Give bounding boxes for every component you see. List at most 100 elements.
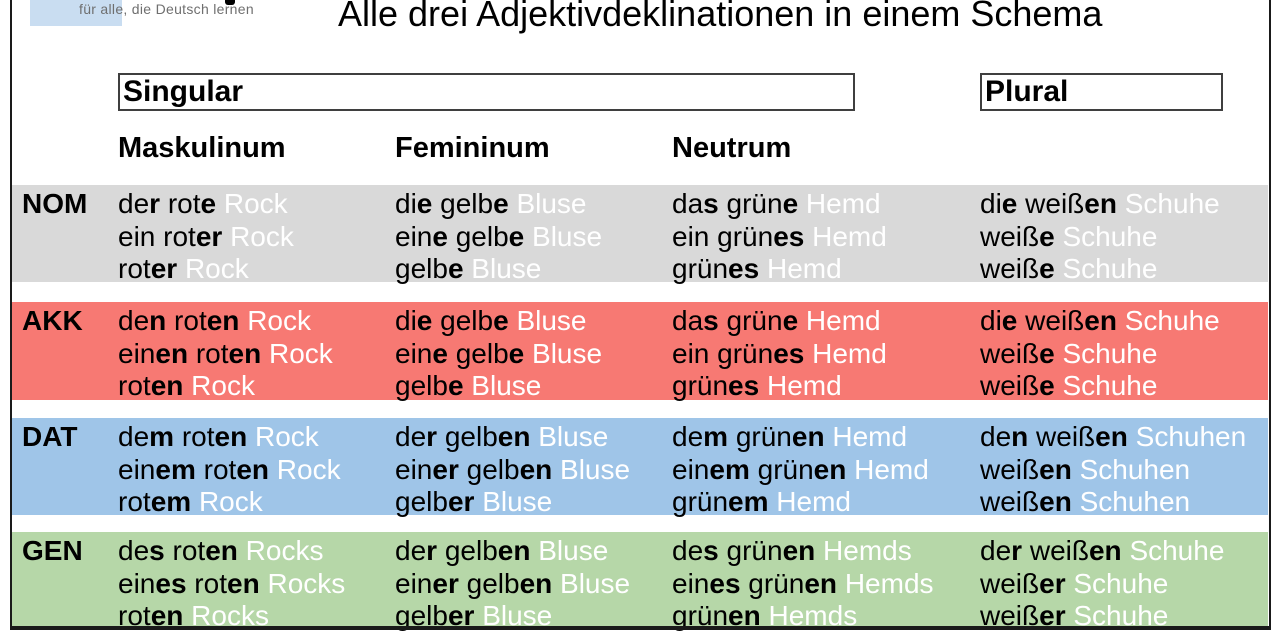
ending-bold: en <box>1095 421 1128 452</box>
cell-gen-plural: der weißen Schuhe weißer Schuhe weißer Sch… <box>980 532 1268 633</box>
declension-line: einem grünen Hemd <box>672 453 929 485</box>
ending-bold: r <box>426 535 438 566</box>
ending-bold: en <box>1088 535 1122 566</box>
noun-word: Schuhe <box>1124 305 1220 336</box>
noun-word: Bluse <box>532 337 603 369</box>
ending-bold: es <box>709 567 741 599</box>
noun-word: Bluse <box>516 188 587 219</box>
ending-bold: e <box>416 188 433 219</box>
column-header-maskulinum: Maskulinum <box>118 132 286 164</box>
noun-word: Schuhen <box>1079 453 1191 485</box>
ending-bold: en <box>214 421 248 452</box>
declension-line: gelbe Bluse <box>395 370 542 401</box>
column-header-neutrum: Neutrum <box>672 132 792 164</box>
declension-line: einer gelben Bluse <box>395 453 631 485</box>
noun-word: Rocks <box>191 600 269 631</box>
ending-bold: en <box>497 535 531 566</box>
declension-line: der gelben Bluse <box>395 535 609 566</box>
declension-line: weiße Schuhe <box>980 253 1158 284</box>
ending-bold: es <box>728 370 760 401</box>
cell-nom-neutrum: das grüne Hemd ein grünes Hemd grünes Hemd <box>672 185 980 286</box>
declension-line: dem roten Rock <box>118 421 319 452</box>
declension-line: den roten Rock <box>118 305 311 336</box>
noun-word: Schuhe <box>1073 600 1169 631</box>
noun-word: Bluse <box>538 535 609 566</box>
ending-bold: en <box>227 567 260 599</box>
ending-bold: er <box>432 567 459 599</box>
cell-nom-maskulinum: der rote Rock ein roter Rock roter Rock <box>118 185 395 286</box>
ending-bold: e <box>432 220 448 252</box>
noun-word: Bluse <box>471 370 542 401</box>
noun-word: Schuhen <box>1079 486 1191 517</box>
noun-word: Hemd <box>805 188 881 219</box>
singular-header-label: Singular <box>123 75 244 108</box>
page-border-left <box>10 0 12 630</box>
declension-row-gen: GEN des roten Rocks eines roten Rocks roten… <box>12 532 1268 633</box>
noun-word: Hemd <box>832 421 908 452</box>
ending-bold: es <box>773 220 805 252</box>
noun-word: Schuhen <box>1135 421 1247 452</box>
gender-column-headers: Maskulinum Femininum Neutrum <box>12 131 1268 165</box>
plural-header-box: Plural <box>980 73 1223 111</box>
declension-line: grünes Hemd <box>672 370 842 401</box>
noun-word: Bluse <box>560 453 631 485</box>
ending-bold: en <box>206 305 240 336</box>
declension-line: rotem Rock <box>118 486 263 517</box>
ending-bold: em <box>709 453 750 485</box>
noun-word: Bluse <box>538 421 609 452</box>
noun-word: Schuhe <box>1062 220 1158 252</box>
declension-line: das grüne Hemd <box>672 188 881 219</box>
ending-bold: e <box>200 188 217 219</box>
declension-line: ein grünes Hemd <box>672 337 887 369</box>
noun-word: Schuhe <box>1062 253 1158 284</box>
noun-word: Rock <box>247 305 311 336</box>
noun-word: Rock <box>223 188 288 219</box>
declension-line: einem roten Rock <box>118 453 341 485</box>
noun-word: Hemd <box>766 370 842 401</box>
declension-line: eines grünen Hemds <box>672 567 934 599</box>
declension-line: roten Rock <box>118 370 255 401</box>
declension-line: eine gelbe Bluse <box>395 220 603 252</box>
noun-word: Schuhe <box>1062 337 1158 369</box>
declension-line: des grünen Hemds <box>672 535 912 566</box>
declension-line: dem grünen Hemd <box>672 421 908 452</box>
declension-line: der rote Rock <box>118 188 288 219</box>
noun-word: Bluse <box>471 253 542 284</box>
ending-bold: en <box>519 567 553 599</box>
noun-word: Rock <box>184 253 249 284</box>
noun-word: Rocks <box>267 567 346 599</box>
ending-bold: e <box>508 337 525 369</box>
ending-bold: em <box>155 453 196 485</box>
noun-word: Rock <box>230 220 294 252</box>
declension-line: der gelben Bluse <box>395 421 609 452</box>
singular-header-box: Singular <box>118 73 855 111</box>
ending-bold: er <box>432 453 459 485</box>
ending-bold: e <box>1039 253 1055 284</box>
ending-bold: en <box>728 600 761 631</box>
cell-dat-neutrum: dem grünen Hemd einem grünen Hemd grünem H… <box>672 418 980 519</box>
noun-word: Schuhe <box>1073 567 1169 599</box>
cell-akk-femininum: die gelbe Bluse eine gelbe Bluse gelbe Blu… <box>395 302 672 403</box>
page-border-bottom <box>10 626 1271 630</box>
declension-line: weißer Schuhe <box>980 567 1169 599</box>
ending-bold: en <box>497 421 531 452</box>
ending-bold: en <box>519 453 553 485</box>
declension-line: weiße Schuhe <box>980 337 1158 369</box>
case-label-akk: AKK <box>22 305 83 336</box>
declension-line: einer gelben Bluse <box>395 567 631 599</box>
ending-bold: s <box>703 188 719 219</box>
noun-word: Rock <box>198 486 263 517</box>
cell-nom-femininum: die gelbe Bluse eine gelbe Bluse gelbe Blu… <box>395 185 672 286</box>
ending-bold: er <box>1039 600 1066 631</box>
ending-bold: en <box>155 337 189 369</box>
ending-bold: en <box>236 453 269 485</box>
ending-bold: r <box>149 188 161 219</box>
declension-line: das grüne Hemd <box>672 305 881 336</box>
ending-bold: e <box>1001 305 1018 336</box>
ending-bold: es <box>773 337 805 369</box>
declension-row-nom: NOM der rote Rock ein roter Rock roter Rock… <box>12 185 1268 284</box>
ending-bold: e <box>1039 370 1055 401</box>
ending-bold: e <box>432 337 448 369</box>
